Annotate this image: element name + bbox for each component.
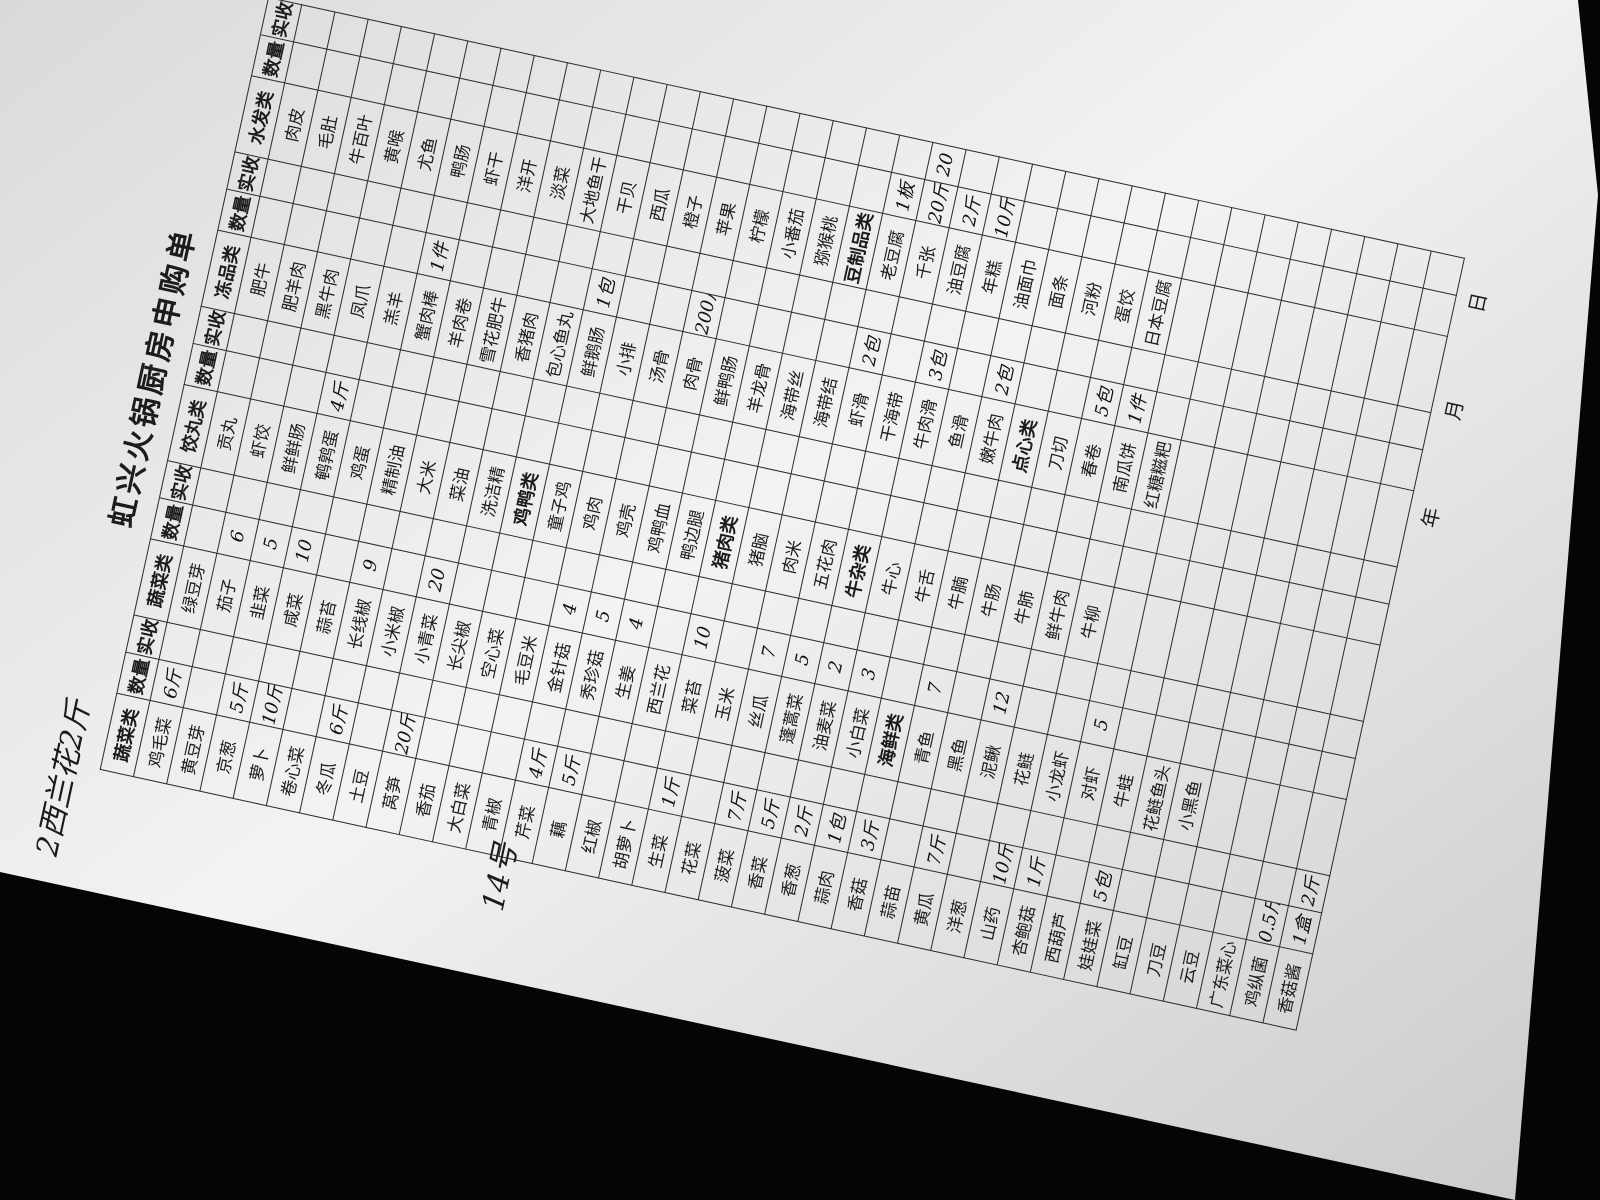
date-label: 年 (1416, 505, 1445, 530)
date-label: 月 (1439, 397, 1468, 423)
date-label: 日 (1463, 290, 1492, 315)
